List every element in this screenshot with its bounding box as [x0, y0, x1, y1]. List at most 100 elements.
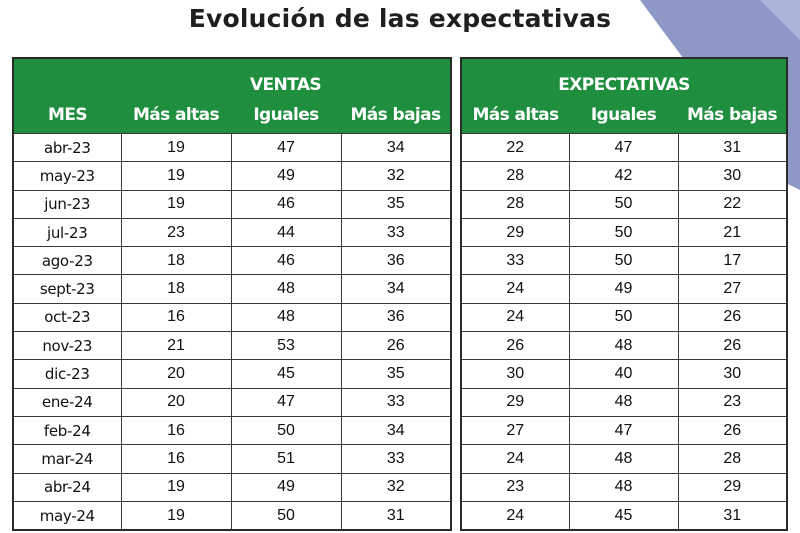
ventas-row: may-23 19 49 32 — [12, 161, 452, 191]
month-cell: ene-24 — [12, 387, 122, 417]
expectativas-mas-bajas-cell: 22 — [677, 189, 788, 219]
ventas-row: sept-23 18 48 34 — [12, 274, 452, 304]
ventas-iguales-cell: 51 — [230, 444, 342, 474]
expectativas-mas-altas-cell: 30 — [460, 359, 570, 389]
expectativas-mas-altas-cell: 24 — [460, 274, 570, 304]
expectativas-mas-bajas-cell: 31 — [677, 500, 788, 531]
expectativas-iguales-cell: 50 — [568, 189, 679, 219]
ventas-mas-altas-cell: 16 — [120, 302, 232, 333]
ventas-mas-bajas-cell: 36 — [340, 246, 452, 276]
ventas-mas-bajas-cell: 35 — [340, 189, 452, 219]
expectativas-iguales-cell: 45 — [568, 500, 679, 531]
ventas-row: ago-23 18 46 36 — [12, 246, 452, 276]
ventas-header-spacer — [13, 58, 121, 97]
ventas-iguales-cell: 48 — [230, 274, 342, 304]
expectativas-iguales-cell: 50 — [568, 246, 679, 276]
ventas-mas-altas-cell: 19 — [120, 132, 232, 163]
ventas-iguales-cell: 53 — [230, 331, 342, 361]
month-cell: jun-23 — [12, 189, 122, 219]
expectativas-row: 23 48 29 — [460, 472, 788, 502]
expectativas-col-mas-bajas: Más bajas — [678, 97, 788, 134]
ventas-mas-bajas-cell: 36 — [340, 302, 452, 333]
expectativas-iguales-cell: 40 — [568, 359, 679, 389]
ventas-mas-altas-cell: 20 — [120, 387, 232, 417]
ventas-mas-bajas-cell: 31 — [340, 500, 452, 531]
ventas-row: feb-24 16 50 34 — [12, 415, 452, 446]
expectativas-iguales-cell: 47 — [568, 132, 679, 163]
expectativas-row: 28 50 22 — [460, 189, 788, 219]
month-cell: feb-24 — [12, 415, 122, 446]
expectativas-mas-bajas-cell: 21 — [677, 217, 788, 248]
expectativas-mas-bajas-cell: 30 — [677, 359, 788, 389]
month-cell: abr-23 — [12, 132, 122, 163]
expectativas-col-mas-altas: Más altas — [461, 97, 569, 134]
expectativas-mas-bajas-cell: 17 — [677, 246, 788, 276]
expectativas-mas-altas-cell: 23 — [460, 472, 570, 502]
ventas-row: jun-23 19 46 35 — [12, 189, 452, 219]
ventas-mas-altas-cell: 16 — [120, 444, 232, 474]
expectativas-mas-altas-cell: 28 — [460, 189, 570, 219]
expectativas-row: 30 40 30 — [460, 359, 788, 389]
ventas-group-header: VENTAS — [121, 58, 452, 97]
month-cell: sept-23 — [12, 274, 122, 304]
ventas-mas-altas-cell: 23 — [120, 217, 232, 248]
expectativas-row: 24 50 26 — [460, 302, 788, 333]
ventas-mas-altas-cell: 19 — [120, 189, 232, 219]
expectativas-mas-altas-cell: 24 — [460, 444, 570, 474]
ventas-mas-bajas-cell: 34 — [340, 415, 452, 446]
expectativas-mas-bajas-cell: 26 — [677, 415, 788, 446]
ventas-row: oct-23 16 48 36 — [12, 302, 452, 333]
expectativas-row: 24 45 31 — [460, 500, 788, 531]
expectativas-iguales-cell: 48 — [568, 331, 679, 361]
ventas-row: mar-24 16 51 33 — [12, 444, 452, 474]
expectativas-mas-altas-cell: 28 — [460, 161, 570, 191]
expectativas-row: 24 49 27 — [460, 274, 788, 304]
ventas-iguales-cell: 45 — [230, 359, 342, 389]
ventas-mas-bajas-cell: 34 — [340, 132, 452, 163]
expectativas-row: 29 48 23 — [460, 387, 788, 417]
ventas-iguales-cell: 46 — [230, 189, 342, 219]
ventas-row: abr-24 19 49 32 — [12, 472, 452, 502]
month-cell: oct-23 — [12, 302, 122, 333]
expectativas-mas-bajas-cell: 27 — [677, 274, 788, 304]
expectativas-row: 26 48 26 — [460, 331, 788, 361]
month-cell: ago-23 — [12, 246, 122, 276]
month-cell: abr-24 — [12, 472, 122, 502]
ventas-iguales-cell: 49 — [230, 161, 342, 191]
ventas-mas-bajas-cell: 33 — [340, 217, 452, 248]
expectativas-mas-altas-cell: 22 — [460, 132, 570, 163]
ventas-row: ene-24 20 47 33 — [12, 387, 452, 417]
expectativas-mas-bajas-cell: 30 — [677, 161, 788, 191]
expectativas-mas-altas-cell: 24 — [460, 302, 570, 333]
expectativas-group-header: EXPECTATIVAS — [461, 58, 788, 97]
ventas-mas-altas-cell: 18 — [120, 246, 232, 276]
ventas-row: jul-23 23 44 33 — [12, 217, 452, 248]
expectativas-mas-bajas-cell: 26 — [677, 331, 788, 361]
month-column-header: MES — [13, 97, 121, 134]
expectativas-col-iguales: Iguales — [569, 97, 678, 134]
ventas-mas-bajas-cell: 33 — [340, 444, 452, 474]
ventas-mas-bajas-cell: 34 — [340, 274, 452, 304]
expectativas-row: 22 47 31 — [460, 132, 788, 163]
ventas-table: VENTAS MES Más altas Iguales Más bajas a… — [12, 57, 453, 532]
expectativas-row: 28 42 30 — [460, 161, 788, 191]
ventas-mas-bajas-cell: 26 — [340, 331, 452, 361]
expectativas-mas-altas-cell: 26 — [460, 331, 570, 361]
expectativas-row: 29 50 21 — [460, 217, 788, 248]
expectativas-row: 33 50 17 — [460, 246, 788, 276]
ventas-iguales-cell: 49 — [230, 472, 342, 502]
ventas-iguales-cell: 47 — [230, 387, 342, 417]
month-cell: jul-23 — [12, 217, 122, 248]
expectativas-iguales-cell: 47 — [568, 415, 679, 446]
expectativas-iguales-cell: 49 — [568, 274, 679, 304]
expectativas-mas-bajas-cell: 31 — [677, 132, 788, 163]
month-cell: may-24 — [12, 500, 122, 531]
expectativas-iguales-cell: 48 — [568, 472, 679, 502]
expectativas-mas-altas-cell: 29 — [460, 387, 570, 417]
expectativas-iguales-cell: 50 — [568, 302, 679, 333]
expectativas-row: 24 48 28 — [460, 444, 788, 474]
page-title: Evolución de las expectativas — [188, 4, 612, 33]
ventas-mas-altas-cell: 19 — [120, 500, 232, 531]
ventas-row: abr-23 19 47 34 — [12, 132, 452, 163]
expectativas-mas-bajas-cell: 29 — [677, 472, 788, 502]
